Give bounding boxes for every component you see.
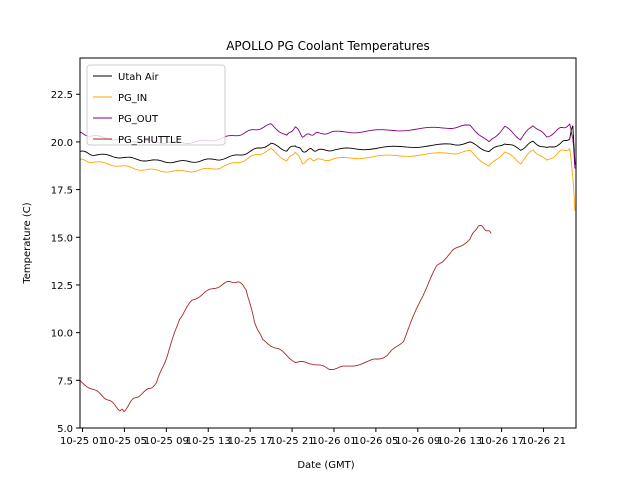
- y-tick-label: 15.0: [51, 233, 73, 244]
- x-tick-label: 10-26 09: [395, 436, 440, 447]
- x-axis-label: Date (GMT): [297, 460, 354, 471]
- plot-frame: [79, 57, 577, 429]
- y-tick-label: 22.5: [51, 90, 73, 101]
- x-tick-label: 10-25 13: [186, 436, 231, 447]
- x-tick-label: 10-26 05: [353, 436, 398, 447]
- y-tick-label: 7.5: [57, 376, 73, 387]
- x-tick-label: 10-25 17: [228, 436, 273, 447]
- x-tick-label: 10-25 21: [270, 436, 315, 447]
- y-tick-label: 12.5: [51, 281, 73, 292]
- x-tick-label: 10-25 01: [60, 436, 105, 447]
- legend-label: Utah Air: [118, 72, 160, 83]
- y-tick-label: 20.0: [51, 138, 73, 149]
- y-axis: 5.0 7.5 10.0 12.5 15.0 17.5 20.0 22.5: [51, 90, 80, 435]
- series-line-pg-in: [79, 147, 576, 211]
- legend-frame: [86, 64, 226, 146]
- y-tick-label: 10.0: [51, 329, 73, 340]
- y-tick-label: 5.0: [57, 424, 73, 435]
- x-tick-label: 10-26 01: [311, 436, 356, 447]
- chart-title: APOLLO PG Coolant Temperatures: [226, 39, 430, 53]
- legend: Utah Air PG_IN PG_OUT PG_SHUTTLE: [86, 64, 226, 146]
- series-line-pg-shuttle: [79, 224, 492, 413]
- legend-label: PG_SHUTTLE: [118, 135, 182, 146]
- series-line-utah-air: [79, 125, 576, 165]
- x-tick-label: 10-26 13: [437, 436, 482, 447]
- x-tick-label: 10-25 05: [102, 436, 147, 447]
- x-tick-label: 10-26 17: [479, 436, 524, 447]
- y-axis-label: Temperature (C): [22, 202, 33, 284]
- legend-label: PG_OUT: [118, 114, 159, 125]
- y-tick-label: 17.5: [51, 186, 73, 197]
- x-tick-label: 10-26 21: [521, 436, 566, 447]
- x-tick-label: 10-25 09: [144, 436, 189, 447]
- legend-label: PG_IN: [118, 93, 147, 104]
